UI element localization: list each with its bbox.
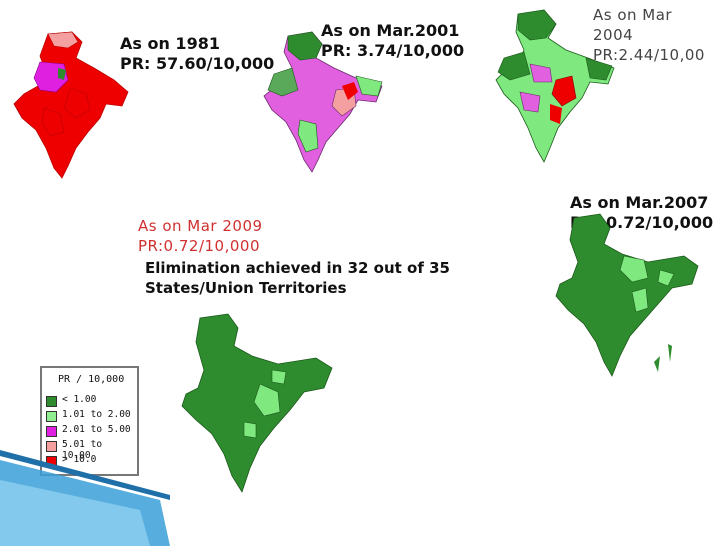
- legend-item: < 1.00: [46, 394, 134, 408]
- legend-swatch-3: [46, 426, 57, 437]
- legend-title: PR / 10,000: [58, 374, 125, 385]
- label-2009: As on Mar 2009 PR:0.72/10,000: [138, 217, 263, 255]
- legend-swatch-4: [46, 441, 57, 452]
- legend-swatch-1: [46, 396, 57, 407]
- legend-item: 2.01 to 5.00: [46, 424, 134, 438]
- map-1981: [13, 31, 129, 179]
- legend-item: 5.01 to 10.00: [46, 439, 134, 461]
- label-1981: As on 1981 PR: 57.60/10,000: [120, 34, 275, 73]
- label-2004: As on Mar 2004 PR:2.44/10,00: [593, 6, 705, 64]
- legend-label: 2.01 to 5.00: [62, 424, 131, 435]
- legend-label: > 10.0: [62, 454, 97, 465]
- map-2001: [263, 31, 383, 173]
- legend-item: 1.01 to 2.00: [46, 409, 134, 423]
- legend-swatch-2: [46, 411, 57, 422]
- elimination-note: Elimination achieved in 32 out of 35 Sta…: [145, 259, 450, 297]
- map-2007: [555, 213, 699, 377]
- map-2004: [495, 9, 615, 163]
- corner-decoration: [0, 450, 170, 546]
- legend-label: 1.01 to 2.00: [62, 409, 131, 420]
- legend-label: < 1.00: [62, 394, 97, 405]
- label-2001: As on Mar.2001 PR: 3.74/10,000: [321, 21, 465, 60]
- map-2009: [181, 313, 333, 493]
- legend-label: 5.01 to 10.00: [62, 439, 103, 461]
